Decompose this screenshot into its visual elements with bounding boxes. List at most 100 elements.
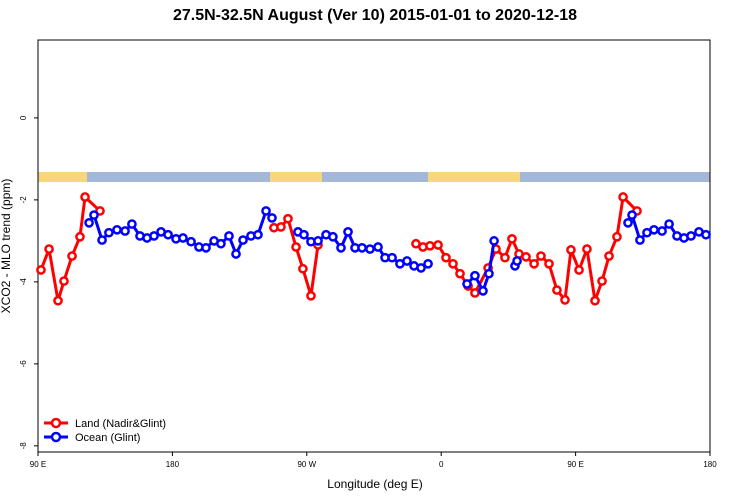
data-point xyxy=(186,236,196,247)
data-point xyxy=(512,256,522,266)
y-tick-label: 0 xyxy=(19,115,28,120)
data-point xyxy=(276,222,286,232)
y-tick-label: -8 xyxy=(19,442,28,450)
data-point xyxy=(560,295,570,305)
data-point xyxy=(416,263,426,273)
land-strip xyxy=(270,172,322,182)
data-point xyxy=(544,258,554,269)
data-point xyxy=(253,229,263,240)
data-point xyxy=(484,268,494,279)
data-point xyxy=(112,224,122,235)
data-point xyxy=(313,236,323,246)
data-point xyxy=(507,233,517,244)
data-point xyxy=(231,249,241,259)
legend-label: Ocean (Glint) xyxy=(75,432,140,444)
data-point xyxy=(36,265,46,275)
data-point xyxy=(53,295,63,306)
data-point xyxy=(462,279,472,289)
data-point xyxy=(627,210,637,220)
x-axis-label: Longitude (deg E) xyxy=(327,477,422,491)
y-tick-label: -6 xyxy=(19,360,28,368)
data-point xyxy=(566,245,576,255)
plot-frame xyxy=(37,39,711,453)
data-point xyxy=(328,231,338,242)
data-point xyxy=(423,258,433,269)
chart-title: 27.5N-32.5N August (Ver 10) 2015-01-01 t… xyxy=(173,7,577,24)
land-strip xyxy=(38,172,87,182)
x-tick-label: 90 E xyxy=(567,460,583,469)
data-point xyxy=(649,224,659,235)
data-point xyxy=(299,229,309,240)
data-point xyxy=(298,263,308,274)
data-point xyxy=(664,219,674,229)
x-tick-label: 180 xyxy=(703,460,717,469)
data-point xyxy=(470,288,480,298)
data-point xyxy=(489,236,499,246)
x-tick-label: 0 xyxy=(439,460,444,469)
data-point xyxy=(283,213,293,224)
data-point xyxy=(178,233,188,243)
data-point xyxy=(216,238,226,249)
data-point xyxy=(552,285,562,295)
data-point xyxy=(336,242,346,253)
data-point xyxy=(267,213,277,223)
data-point xyxy=(97,235,107,245)
series-line xyxy=(39,193,101,302)
data-point xyxy=(590,295,600,306)
data-point xyxy=(536,251,546,261)
data-point xyxy=(365,244,375,254)
data-point xyxy=(163,229,173,240)
data-point xyxy=(448,258,458,269)
data-point xyxy=(618,192,628,202)
data-point xyxy=(75,231,85,242)
y-tick-label: -2 xyxy=(19,196,28,204)
data-point xyxy=(201,242,211,253)
data-point xyxy=(657,226,667,236)
data-point xyxy=(604,251,614,261)
data-point xyxy=(357,242,367,253)
data-point xyxy=(478,286,488,296)
data-point xyxy=(574,265,584,275)
data-point xyxy=(59,276,69,286)
legend-swatch xyxy=(50,417,62,429)
data-point xyxy=(127,219,137,229)
data-point xyxy=(612,231,622,242)
data-point xyxy=(441,252,451,263)
data-point xyxy=(425,240,435,251)
data-point xyxy=(402,256,412,266)
data-point xyxy=(470,270,480,281)
data-point xyxy=(387,252,397,263)
data-point xyxy=(104,227,114,238)
data-point xyxy=(635,235,645,245)
data-point xyxy=(500,252,510,263)
data-point xyxy=(701,229,711,240)
data-point xyxy=(291,242,301,252)
land-strip xyxy=(428,172,520,182)
y-axis-label: XCO2 - MLO trend (ppm) xyxy=(0,179,13,314)
data-point xyxy=(84,217,94,228)
data-point xyxy=(521,252,531,262)
x-tick-label: 180 xyxy=(166,460,180,469)
data-point xyxy=(433,240,443,250)
x-tick-label: 90 E xyxy=(30,460,46,469)
data-point xyxy=(686,231,696,241)
data-point xyxy=(261,206,271,216)
data-point xyxy=(455,268,465,279)
y-tick-label: -4 xyxy=(19,278,28,286)
x-tick-label: 90 W xyxy=(297,460,316,469)
data-point xyxy=(373,242,383,252)
ocean-strip xyxy=(38,172,710,182)
data-point xyxy=(67,251,77,261)
data-point xyxy=(44,244,54,254)
data-point xyxy=(306,290,316,301)
data-point xyxy=(149,231,159,241)
land-mask-strip xyxy=(38,172,710,182)
data-point xyxy=(623,217,633,228)
data-point xyxy=(89,210,99,220)
data-point xyxy=(80,192,90,202)
data-point xyxy=(597,276,607,286)
data-point xyxy=(343,227,353,237)
data-point xyxy=(582,244,592,254)
